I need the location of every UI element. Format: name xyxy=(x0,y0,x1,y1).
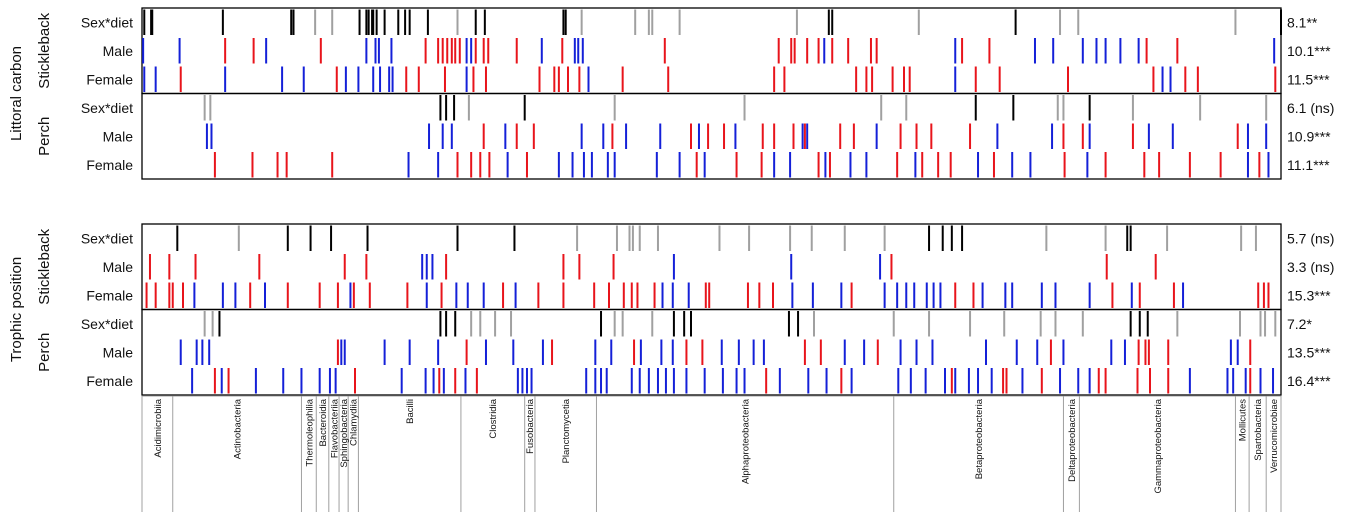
row-label: Male xyxy=(103,43,134,59)
taxon-label: Planctomycetia xyxy=(561,398,572,463)
taxon-label: Mollicutes xyxy=(1238,399,1249,441)
taxon-label: Clostridia xyxy=(488,398,499,438)
row-marks xyxy=(143,9,1282,35)
row-label: Male xyxy=(103,344,134,360)
group-frame xyxy=(141,7,1282,95)
row-statistic: 3.3 (ns) xyxy=(1287,259,1334,275)
row-label: Female xyxy=(86,287,133,303)
group-labels: Stickleback Perch Stickleback Perch xyxy=(36,12,53,372)
row-label: Sex*diet xyxy=(81,316,133,332)
row-marks xyxy=(142,38,1276,64)
row-marks xyxy=(145,282,1270,308)
row-statistic: 6.1 (ns) xyxy=(1287,100,1334,116)
row-label: Sex*diet xyxy=(81,230,133,246)
taxon-axis: Acidimicrobiia Actinobacteria Thermoleophi… xyxy=(141,395,1282,512)
row-label: Sex*diet xyxy=(81,100,133,116)
row-marks xyxy=(205,123,1268,149)
row-label: Female xyxy=(86,71,133,87)
row-statistic: 16.4*** xyxy=(1287,373,1331,389)
row-label: Female xyxy=(86,157,133,173)
taxon-label: Chlamydiia xyxy=(349,398,360,446)
row-statistic: 8.1** xyxy=(1287,14,1318,30)
row-marks xyxy=(148,254,1157,280)
taxon-label: Actinobacteria xyxy=(233,398,244,459)
taxon-label: Thermoleophilia xyxy=(304,398,315,466)
row-label: Male xyxy=(103,259,134,275)
taxon-label: Flavobacteriia xyxy=(329,398,340,458)
row-marks xyxy=(176,225,1257,251)
group-label: Perch xyxy=(36,117,53,156)
taxon-label: Verrucomicrobiae xyxy=(1269,399,1280,473)
row-labels: Sex*diet Male Female Sex*diet Male Female Sex*… xyxy=(81,14,133,389)
row-marks xyxy=(213,152,1270,178)
group-label: Stickleback xyxy=(36,228,53,304)
taxon-label: Sphingobacteria xyxy=(339,398,350,467)
taxon-label: Alphaproteobacteria xyxy=(741,398,752,484)
row-marks xyxy=(203,311,1277,337)
row-statistic: 10.9*** xyxy=(1287,128,1331,144)
taxon-label: Betaproteobacteria xyxy=(974,398,985,479)
group-frame xyxy=(141,92,1282,180)
taxon-label: Spartobacteria xyxy=(1253,398,1264,461)
row-statistics: 8.1** 10.1*** 11.5*** 6.1 (ns) 10.9*** 11.1**… xyxy=(1287,14,1334,389)
row-label: Sex*diet xyxy=(81,14,133,30)
taxon-label: Bacilli xyxy=(405,399,416,424)
taxon-label: Acidimicrobiia xyxy=(153,398,164,457)
row-statistic: 15.3*** xyxy=(1287,287,1331,303)
row-label: Female xyxy=(86,373,133,389)
row-marks xyxy=(203,95,1268,121)
group-frame xyxy=(141,223,1282,311)
group-label: Perch xyxy=(36,333,53,372)
row-statistic: 11.5*** xyxy=(1287,71,1330,87)
row-statistic: 7.2* xyxy=(1287,316,1312,332)
otu-marks xyxy=(142,9,1282,394)
response-labels: Littoral carbon Trophic position xyxy=(8,46,25,362)
taxon-label: Bacteroidia xyxy=(318,398,329,446)
row-statistic: 11.1*** xyxy=(1287,157,1330,173)
taxon-label: Deltaproteobacteria xyxy=(1067,398,1078,482)
taxon-label: Gammaproteobacteria xyxy=(1153,398,1164,493)
response-label: Littoral carbon xyxy=(8,46,25,141)
row-marks xyxy=(179,339,1252,365)
panel-frames xyxy=(141,7,1282,396)
row-statistic: 5.7 (ns) xyxy=(1287,230,1334,246)
response-label: Trophic position xyxy=(8,257,25,362)
group-frame xyxy=(141,308,1282,396)
row-label: Male xyxy=(103,128,134,144)
group-label: Stickleback xyxy=(36,12,53,88)
row-statistic: 10.1*** xyxy=(1287,43,1331,59)
taxon-label: Fusobacteria xyxy=(525,398,536,454)
row-marks xyxy=(191,368,1275,394)
row-statistic: 13.5*** xyxy=(1287,344,1331,360)
row-marks xyxy=(143,66,1277,92)
